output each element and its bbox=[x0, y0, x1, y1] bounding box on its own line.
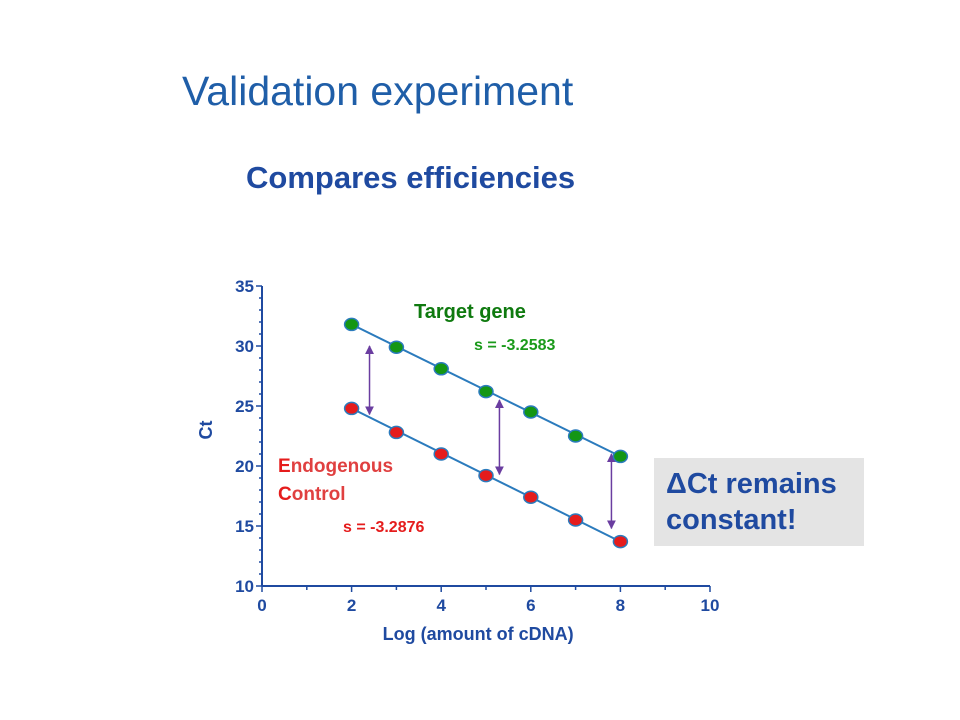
y-axis-label: Ct bbox=[196, 421, 216, 440]
target-data-point bbox=[612, 449, 629, 464]
delta-ct-callout: ΔCt remains constant! bbox=[654, 458, 864, 546]
chart-axes: 0 2 4 6 8 10 10 15 20 25 30 35 Log (amount of cDNA) C… bbox=[196, 277, 719, 644]
callout-line-2: constant! bbox=[666, 504, 797, 536]
control-data-point bbox=[612, 534, 629, 549]
target-series-name: Target gene bbox=[414, 301, 526, 323]
control-series-name-line: Control bbox=[278, 484, 346, 505]
control-data-point bbox=[523, 490, 539, 504]
y-tick-label: 20 bbox=[235, 457, 254, 476]
x-tick-label: 10 bbox=[701, 596, 720, 615]
x-tick-label: 2 bbox=[347, 596, 356, 615]
target-slope-label: s = -3.2583 bbox=[474, 337, 556, 354]
x-tick-label: 4 bbox=[436, 596, 446, 615]
control-slope-label: s = -3.2876 bbox=[343, 519, 425, 536]
target-data-point bbox=[523, 405, 539, 419]
callout-line-1: ΔCt remains bbox=[666, 468, 837, 500]
x-axis-label: Log (amount of cDNA) bbox=[383, 624, 574, 644]
x-tick-label: 0 bbox=[257, 596, 266, 615]
target-data-point bbox=[478, 384, 494, 399]
y-tick-label: 10 bbox=[235, 577, 254, 596]
y-tick-label: 15 bbox=[235, 517, 254, 536]
control-series-name-line: Endogenous bbox=[278, 456, 393, 477]
y-tick-label: 30 bbox=[235, 337, 254, 356]
x-tick-label: 8 bbox=[616, 596, 625, 615]
y-tick-label: 35 bbox=[235, 277, 254, 296]
slide-title: Validation experiment bbox=[182, 68, 574, 114]
target-data-point bbox=[388, 340, 405, 354]
control-data-point bbox=[343, 401, 360, 416]
delta-ct-arrows bbox=[365, 345, 616, 530]
x-tick-label: 6 bbox=[526, 596, 535, 615]
data-points bbox=[343, 317, 629, 549]
control-data-point bbox=[388, 425, 405, 440]
slide-subtitle: Compares efficiencies bbox=[246, 160, 576, 195]
y-tick-label: 25 bbox=[235, 397, 254, 416]
target-data-point bbox=[567, 429, 584, 443]
control-data-point bbox=[433, 447, 449, 461]
target-data-point bbox=[433, 362, 449, 376]
series-labels: Target gene s = -3.2583 Endogenous Control s… bbox=[278, 301, 556, 536]
control-data-point bbox=[567, 513, 584, 527]
target-data-point bbox=[343, 317, 360, 332]
control-data-point bbox=[478, 468, 494, 483]
